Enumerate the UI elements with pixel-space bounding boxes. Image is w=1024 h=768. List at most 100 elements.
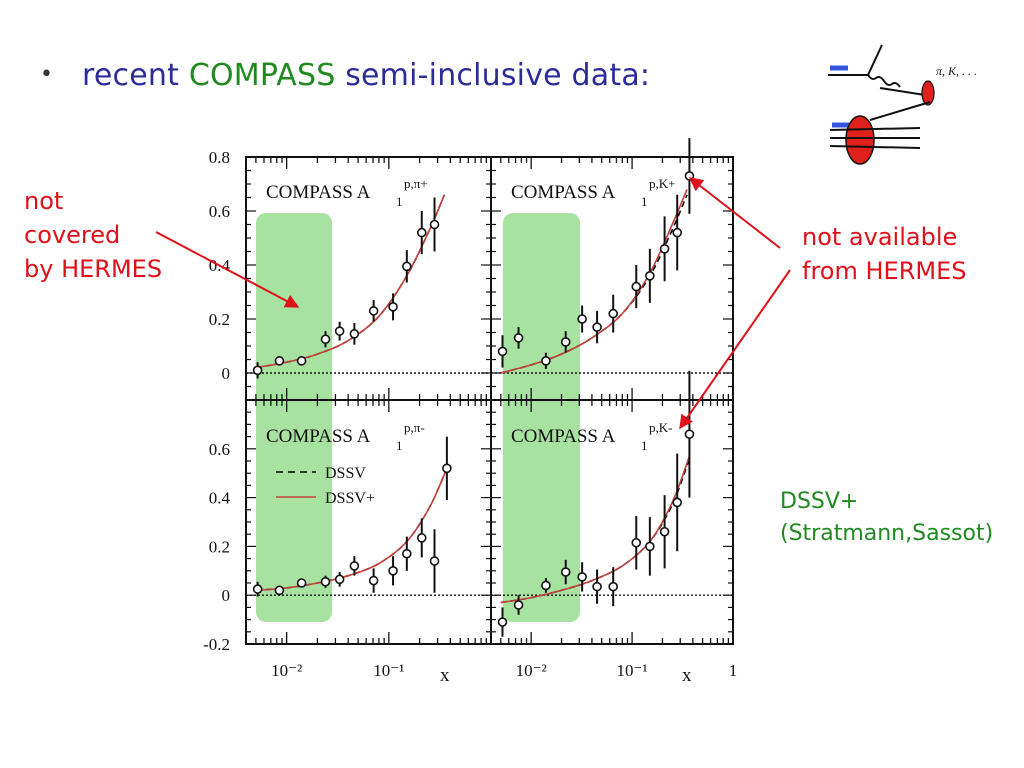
label-sub-tl: 1: [396, 194, 403, 209]
model-line1: DSSV+: [780, 489, 859, 514]
label-sub-br: 1: [641, 438, 648, 453]
label-sub-tr: 1: [641, 194, 648, 209]
y-tick-label-tl: 0: [222, 364, 231, 383]
arrow-not-available-bottom: [679, 269, 791, 430]
curve-dssv-plus-tl: [255, 194, 446, 369]
legend-dssv-label: DSSV: [325, 465, 366, 482]
model-line2: (Stratmann,Sassot): [780, 521, 994, 546]
title-part-recent: recent: [82, 58, 180, 93]
data-point-tl: [334, 326, 345, 336]
not-covered-line1: not: [24, 187, 64, 215]
data-point-bl: [320, 576, 331, 587]
photon-line: [867, 74, 901, 88]
data-point-br: [659, 526, 670, 537]
data-point-tr: [608, 308, 618, 319]
label-main-tl: COMPASS A: [266, 182, 371, 203]
nucleon-blob: [845, 115, 875, 165]
x-tick-label-bl: 10⁻¹: [373, 661, 404, 680]
label-main-bl: COMPASS A: [266, 426, 371, 447]
label-sup-tr: p,K+: [649, 176, 675, 191]
data-point-br: [592, 581, 602, 592]
not-available-annotation: not available from HERMES: [802, 220, 966, 288]
title-part-rest: semi-inclusive data:: [345, 58, 651, 93]
x-tick-label-br: 1: [729, 661, 738, 680]
data-point-bl: [368, 575, 379, 586]
data-point-bl: [429, 556, 440, 566]
data-point-bl: [388, 565, 398, 576]
y-tick-label-bl: 0.2: [209, 537, 230, 556]
data-point-br: [541, 580, 551, 591]
data-point-tl: [320, 334, 331, 345]
title-bullet: •: [40, 62, 53, 87]
label-main-tr: COMPASS A: [511, 182, 616, 203]
data-point-tl: [388, 302, 398, 312]
data-point-tr: [645, 270, 655, 281]
data-point-tr: [592, 322, 602, 332]
arrow-not-covered: [155, 231, 300, 308]
panel-label-bottom-right: COMPASS A 1 p,K-: [511, 420, 672, 453]
y-tick-label-bl: 0.6: [209, 440, 230, 459]
data-point-tr: [577, 314, 587, 324]
y-tick-label-tl: 0.2: [209, 310, 230, 329]
legend-dssv-plus-label: DSSV+: [325, 490, 375, 507]
data-point-br: [497, 617, 508, 627]
label-main-br: COMPASS A: [511, 426, 616, 447]
data-point-tl: [429, 219, 440, 230]
shade-region-left: [256, 213, 332, 622]
x-tick-label-br: 10⁻¹: [617, 661, 648, 680]
not-available-line1: not available: [802, 223, 958, 251]
data-point-br: [513, 600, 524, 610]
panel-label-top-left: COMPASS A 1 p,π+: [266, 176, 428, 209]
y-tick-label-tl: 0.6: [209, 202, 230, 221]
data-point-tl: [349, 329, 360, 339]
data-point-bl: [296, 578, 307, 588]
data-point-tr: [560, 337, 571, 347]
y-tick-label-bl: -0.2: [203, 635, 230, 654]
remnant-line-1: [829, 127, 921, 131]
not-covered-line2: covered: [24, 221, 121, 249]
data-point-tr: [659, 244, 670, 254]
data-point-br: [645, 541, 655, 552]
curve-dssv-plus-bl: [255, 467, 448, 592]
x-tick-label-br: 10⁻²: [516, 661, 547, 680]
model-annotation: DSSV+ (Stratmann,Sassot): [780, 486, 993, 550]
data-point-br: [631, 537, 642, 548]
panel-label-bottom-left: COMPASS A 1 p,π-: [266, 420, 425, 453]
data-point-bl: [349, 561, 360, 571]
data-point-br: [560, 567, 571, 577]
x-tick-label-bl: 10⁻²: [271, 661, 302, 680]
data-point-tr: [541, 356, 551, 366]
y-tick-label-tl: 0.8: [209, 148, 230, 167]
label-sup-tl: p,π+: [404, 176, 428, 191]
title-part-compass: COMPASS: [188, 58, 336, 93]
data-point-tl: [274, 356, 285, 366]
data-point-tl: [296, 356, 307, 366]
y-tick-label-bl: 0: [222, 586, 231, 605]
data-point-bl: [334, 574, 345, 585]
label-sup-br: p,K-: [649, 420, 672, 435]
data-point-bl: [252, 584, 263, 594]
arrow-not-available-top: [688, 177, 781, 249]
hadron-label: π, K, . . .: [936, 64, 977, 78]
panel-label-top-right: COMPASS A 1 p,K+: [511, 176, 675, 209]
label-sup-bl: p,π-: [404, 420, 425, 435]
remnant-line-3: [829, 145, 921, 149]
legend: DSSV DSSV+: [276, 465, 375, 507]
shade-region-right: [503, 213, 580, 622]
data-point-bl: [402, 548, 412, 559]
not-covered-line3: by HERMES: [24, 255, 163, 283]
data-point-br: [684, 429, 695, 439]
hadron-line: [879, 87, 926, 96]
hadron-blob: [921, 80, 935, 106]
xlabel-right: x: [682, 665, 692, 686]
data-point-tr: [513, 333, 524, 343]
scattering-diagram: π, K, . . .: [828, 44, 977, 165]
data-point-tl: [252, 365, 263, 376]
xlabel-left: x: [440, 665, 450, 686]
label-sub-bl: 1: [396, 438, 403, 453]
data-point-br: [672, 497, 683, 508]
data-point-tl: [368, 306, 379, 316]
not-available-line2: from HERMES: [802, 257, 967, 285]
data-point-tl: [416, 227, 427, 238]
data-point-tr: [631, 281, 642, 292]
